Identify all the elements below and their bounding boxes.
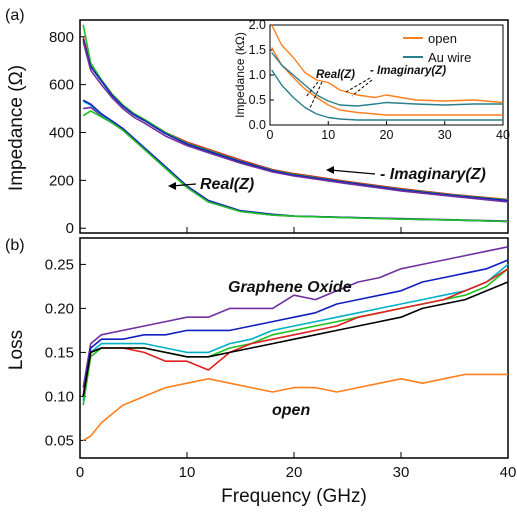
panel-b-ytick-label: 0.25 [45,256,74,273]
panel-a-series [82,24,509,223]
inset-imag-annotation: - Imaginary(Z) [370,65,446,77]
series-line-a-6 [82,38,509,202]
inset-ytick-label: 0.5 [249,93,266,107]
panel-b-ylabel: Loss [6,330,27,370]
series-line-a-7 [82,41,509,203]
inset-series [271,24,504,121]
panel-a-ytick-label: 800 [49,29,74,46]
series-line-inset-2 [271,52,503,107]
panel-a-real-annotation: Real(Z) [200,176,254,193]
panel-b-yticks: 0.05 0.10 0.15 0.20 0.25 [45,256,86,449]
panel-b-ytick-label: 0.15 [45,344,74,361]
panel-b-ytick-label: 0.10 [45,388,74,405]
x-tick-label: 30 [393,464,410,481]
panel-a-ytick-label: 400 [49,124,74,141]
series-line-b-0 [82,246,509,388]
series-line-b-5 [82,281,509,397]
panel-a-label: (a) [5,7,25,24]
x-tick-label: 0 [76,464,84,481]
inset-ytick-label: 1.5 [249,43,266,57]
x-axis-ticks: 0 10 20 30 40 [76,227,517,481]
imag-arrow-head [326,166,334,174]
x-tick-label: 40 [500,464,517,481]
inset-xtick-label: 10 [321,128,335,142]
inset-ylabel: Impedance (kΩ) [233,32,247,118]
legend-au-wire-label: Au wire [428,50,471,65]
inset-xtick-label: 30 [438,128,452,142]
series-line-b-4 [82,268,509,397]
inset-ytick-label: 1.0 [249,68,266,82]
panel-b-ytick-label: 0.20 [45,300,74,317]
series-line-b-2 [82,263,509,401]
panel-b-series [82,246,509,442]
inset-ytick-label: 0.0 [249,118,266,132]
real-arrow-head [168,182,176,190]
panel-b-ytick-label: 0.05 [45,432,74,449]
series-line-inset-3 [271,69,503,121]
panel-a-ytick-label: 200 [49,172,74,189]
x-tick-label: 20 [286,464,303,481]
panel-b-label: (b) [5,237,25,254]
panel-b-open-annotation: open [272,402,310,419]
inset-ytick-label: 2.0 [249,18,266,32]
imag-arrow-line [329,169,376,175]
series-line-inset-1 [271,47,503,116]
inset-xtick-label: 0 [267,128,274,142]
inset-real-annotation: Real(Z) [316,69,355,81]
inset-xtick-label: 40 [496,128,510,142]
legend-open-label: open [428,31,457,46]
inset-legend: open Au wire [403,31,471,65]
panel-a-ytick-label: 600 [49,77,74,94]
series-line-inset-0 [271,24,504,104]
inset-imag-arrow-2 [351,79,373,97]
panel-b-go-annotation: Graphene Oxide [228,279,352,296]
panel-a-yticks: 0 200 400 600 800 [49,29,86,237]
panel-a-imag-annotation: - Imaginary(Z) [380,166,486,183]
inset-xticks: 0 10 20 30 40 [267,121,510,142]
inset-xtick-label: 20 [380,128,394,142]
x-tick-label: 10 [179,464,196,481]
series-line-a-3 [82,110,509,223]
panel-a-ylabel: Impedance (Ω) [6,65,27,191]
panel-a-ytick-label: 0 [66,220,74,237]
series-line-b-1 [82,259,509,397]
inset-real-arrow-1 [305,81,319,98]
series-line-b-6 [82,373,508,442]
x-axis-label: Frequency (GHz) [221,486,367,507]
